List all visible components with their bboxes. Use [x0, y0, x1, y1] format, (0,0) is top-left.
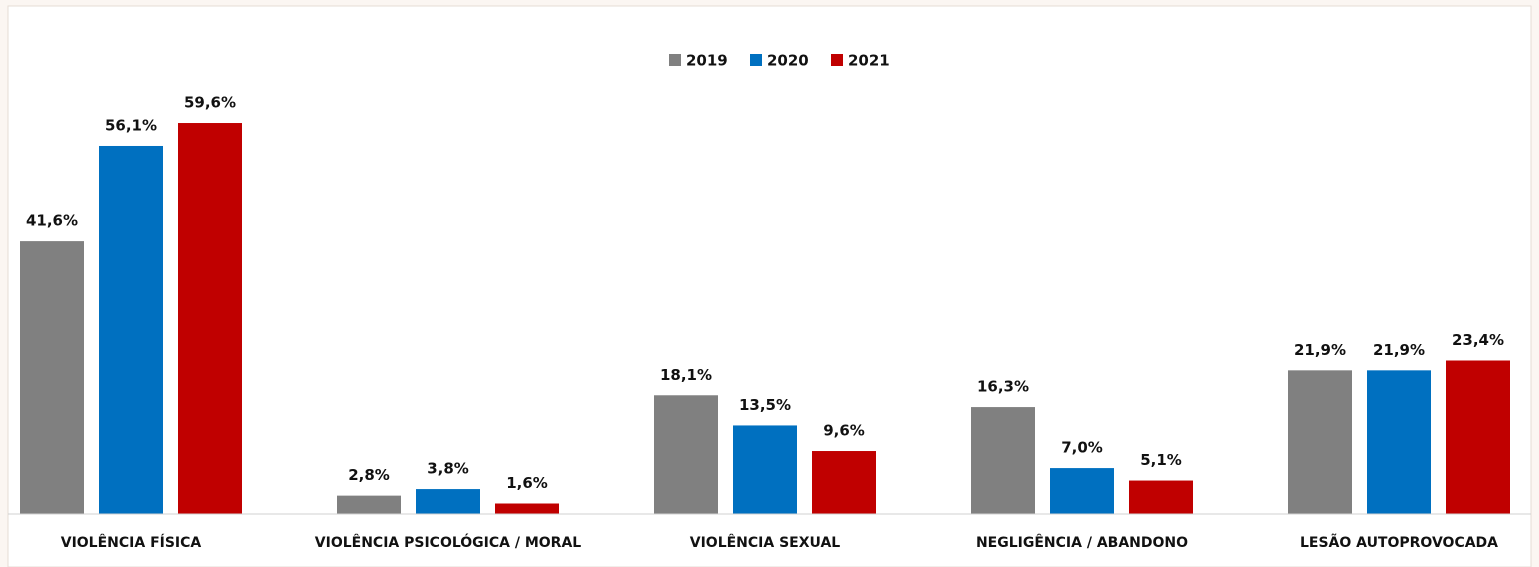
legend-swatch — [831, 54, 843, 66]
legend-label: 2021 — [848, 52, 890, 70]
bar — [1129, 480, 1193, 514]
bar — [733, 425, 797, 514]
data-label: 9,6% — [823, 422, 865, 440]
legend-swatch — [750, 54, 762, 66]
bar — [178, 123, 242, 515]
x-tick-label: LESÃO AUTOPROVOCADA — [1300, 534, 1498, 551]
bar — [1288, 370, 1352, 514]
bar — [337, 495, 401, 514]
data-label: 13,5% — [739, 396, 791, 414]
x-tick-label: VIOLÊNCIA SEXUAL — [690, 534, 841, 551]
bar — [416, 489, 480, 514]
bar — [971, 407, 1035, 514]
data-label: 23,4% — [1452, 331, 1504, 349]
bar — [495, 503, 559, 514]
bar — [1367, 370, 1431, 514]
x-tick-label: NEGLIGÊNCIA / ABANDONO — [976, 534, 1188, 551]
data-label: 59,6% — [184, 94, 236, 112]
bar — [99, 145, 163, 514]
x-tick-label: VIOLÊNCIA FÍSICA — [61, 534, 202, 551]
data-label: 21,9% — [1373, 341, 1425, 359]
legend-swatch — [669, 54, 681, 66]
data-label: 1,6% — [506, 474, 548, 492]
data-label: 21,9% — [1294, 341, 1346, 359]
data-label: 2,8% — [348, 466, 390, 484]
bar — [654, 395, 718, 514]
data-label: 5,1% — [1140, 451, 1182, 469]
bar — [1446, 360, 1510, 514]
data-label: 41,6% — [26, 212, 78, 230]
data-label: 3,8% — [427, 460, 469, 478]
data-label: 16,3% — [977, 378, 1029, 396]
bar — [812, 451, 876, 514]
legend-label: 2020 — [767, 52, 809, 70]
bar — [1050, 468, 1114, 514]
data-label: 7,0% — [1061, 439, 1103, 457]
x-tick-label: VIOLÊNCIA PSICOLÓGICA / MORAL — [315, 533, 582, 551]
bar — [20, 241, 84, 514]
legend-label: 2019 — [686, 52, 728, 70]
data-label: 18,1% — [660, 366, 712, 384]
data-label: 56,1% — [105, 116, 157, 134]
